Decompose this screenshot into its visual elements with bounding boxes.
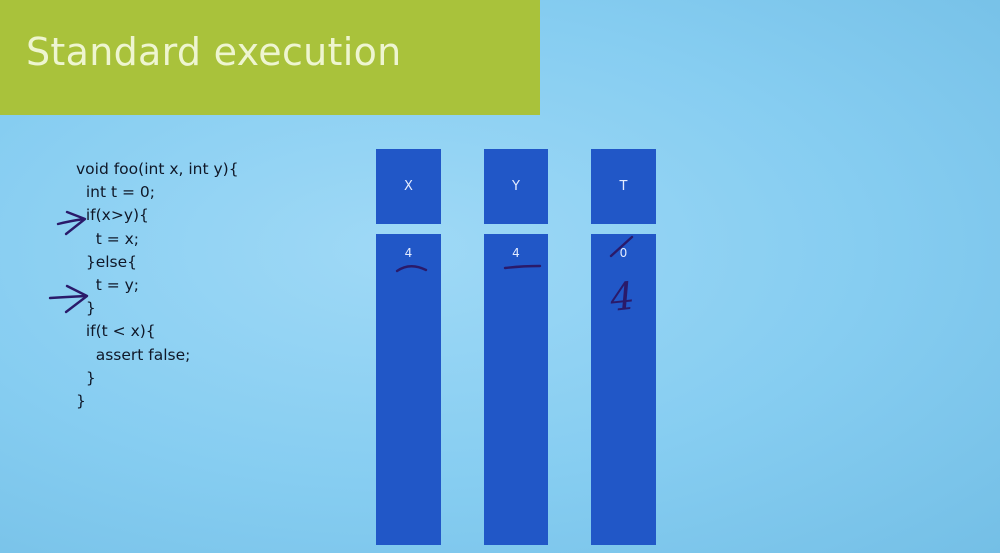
column-y-body: 4: [484, 234, 548, 545]
code-block: void foo(int x, int y){ int t = 0; if(x>…: [76, 158, 239, 413]
column-t-value: 0: [619, 246, 628, 260]
code-line: if(x>y){: [76, 206, 149, 225]
column-x-body: 4: [376, 234, 441, 545]
column-t-body: 0: [591, 234, 656, 545]
code-line: t = y;: [76, 275, 140, 294]
column-t-header: T: [591, 149, 656, 224]
column-y-label: Y: [512, 179, 520, 194]
code-line: int t = 0;: [76, 183, 155, 202]
column-y-header: Y: [484, 149, 548, 224]
code-line: if(t < x){: [76, 322, 156, 341]
slide-title: Standard execution: [26, 30, 402, 74]
column-x-label: X: [404, 179, 413, 194]
title-bar: Standard execution: [0, 0, 540, 115]
code-line: }else{: [76, 252, 138, 271]
code-line: void foo(int x, int y){: [76, 160, 239, 178]
code-line: assert false;: [76, 345, 191, 364]
column-x-header: X: [376, 149, 441, 224]
column-t-label: T: [619, 179, 628, 194]
column-y-value: 4: [512, 246, 520, 260]
column-x-value: 4: [404, 246, 413, 260]
code-line: t = x;: [76, 229, 140, 248]
code-line: }: [76, 368, 96, 387]
code-line: }: [76, 391, 86, 410]
code-line: }: [76, 299, 96, 318]
